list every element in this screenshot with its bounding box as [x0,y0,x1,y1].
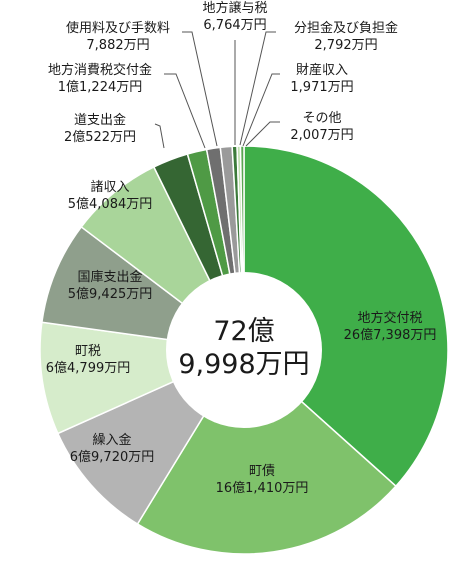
slice-label-value-2: 6億9,720万円 [70,449,155,465]
slice-label-value-5: 5億4,084万円 [68,196,153,212]
slice-label-value-10: 2,792万円 [314,38,377,53]
slice-label-name-12: その他 [302,111,341,126]
slice-label-name-8: 使用料及び手数料 [66,20,170,36]
slice-label-name-0: 地方交付税 [357,310,422,326]
slice-label-name-1: 町債 [249,464,275,479]
slice-label-value-12: 2,007万円 [290,128,353,143]
leader-lines [154,31,280,149]
leader-line-6 [154,123,165,149]
slice-label-name-11: 財産収入 [296,62,348,78]
slice-label-value-9: 6,764万円 [203,18,266,33]
slice-label-name-3: 町税 [75,344,101,359]
donut-hole [166,272,322,428]
slice-label-name-6: 道支出金 [74,112,126,128]
slice-label-value-1: 16億1,410万円 [216,480,309,496]
total-line2: 9,998万円 [178,349,309,380]
slice-label-value-4: 5億9,425万円 [68,286,153,302]
slice-label-value-8: 7,882万円 [86,38,149,53]
slice-label-value-6: 2億522万円 [64,129,136,145]
slice-label-name-9: 地方譲与税 [202,0,267,16]
leader-line-7 [164,73,206,149]
slice-label-value-11: 1,971万円 [290,80,353,95]
slice-label-value-3: 6億4,799万円 [46,360,131,376]
slice-label-name-4: 国庫支出金 [77,269,142,285]
leader-line-10 [239,31,276,146]
leader-line-11 [242,73,280,147]
leader-line-8 [182,31,218,147]
slice-label-name-7: 地方消費税交付金 [48,62,152,78]
slice-label-name-5: 諸収入 [90,179,129,195]
slice-label-name-2: 繰入金 [92,432,131,448]
slice-0 [243,145,449,488]
slice-label-value-0: 26億7,398万円 [344,327,437,343]
total-line1: 72億 [213,316,274,347]
slice-label-value-7: 1億1,224万円 [58,79,143,95]
slice-1 [136,348,397,555]
leader-line-12 [245,121,280,147]
slice-label-name-10: 分担金及び負担金 [294,20,398,36]
